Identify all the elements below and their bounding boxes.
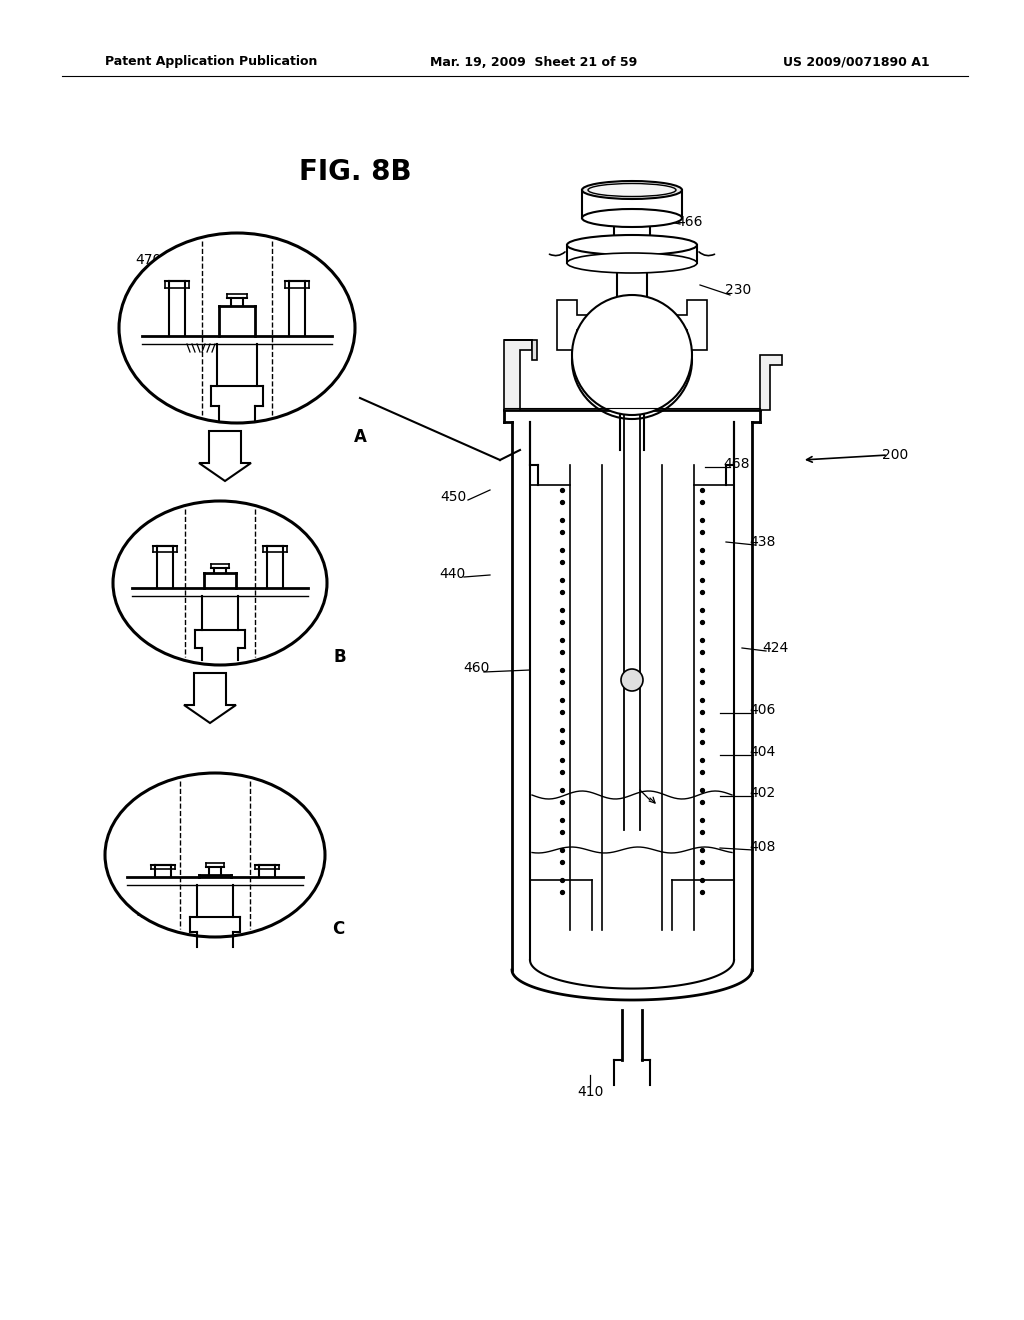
- Text: 438: 438: [750, 535, 776, 549]
- Polygon shape: [760, 355, 782, 411]
- Text: 462: 462: [172, 788, 198, 801]
- Text: 408: 408: [749, 840, 775, 854]
- Text: 464: 464: [214, 788, 240, 801]
- Ellipse shape: [105, 774, 325, 937]
- Polygon shape: [184, 673, 236, 723]
- Text: 450: 450: [440, 490, 466, 504]
- Text: 440: 440: [439, 568, 465, 581]
- Text: 466: 466: [677, 215, 703, 228]
- Polygon shape: [557, 300, 592, 350]
- Text: Mar. 19, 2009  Sheet 21 of 59: Mar. 19, 2009 Sheet 21 of 59: [430, 55, 637, 69]
- Text: H1: H1: [145, 300, 165, 313]
- Text: B: B: [334, 648, 346, 667]
- Text: Patent Application Publication: Patent Application Publication: [105, 55, 317, 69]
- Polygon shape: [199, 432, 251, 480]
- Text: 472: 472: [137, 908, 163, 921]
- Text: H2: H2: [135, 557, 155, 569]
- Ellipse shape: [621, 669, 643, 690]
- Text: 462: 462: [177, 516, 203, 529]
- Polygon shape: [672, 300, 707, 350]
- Text: 472: 472: [152, 634, 178, 647]
- Text: 468: 468: [724, 457, 751, 471]
- Ellipse shape: [588, 183, 676, 197]
- Ellipse shape: [582, 209, 682, 227]
- Text: 402: 402: [749, 785, 775, 800]
- Text: 464: 464: [221, 516, 247, 529]
- Ellipse shape: [572, 294, 692, 414]
- Text: 474: 474: [286, 381, 312, 395]
- Text: L1: L1: [313, 300, 331, 313]
- Ellipse shape: [113, 502, 327, 665]
- Text: 460: 460: [463, 661, 489, 675]
- Polygon shape: [504, 341, 537, 360]
- Text: 404: 404: [749, 744, 775, 759]
- Text: 424: 424: [762, 642, 788, 655]
- Text: 462: 462: [189, 252, 215, 264]
- Text: 410: 410: [577, 1085, 603, 1100]
- Text: 464: 464: [236, 252, 262, 264]
- Text: 472: 472: [162, 381, 188, 395]
- Ellipse shape: [119, 234, 355, 422]
- Text: C: C: [332, 920, 344, 939]
- Ellipse shape: [582, 181, 682, 199]
- Text: 474: 474: [262, 634, 288, 647]
- Ellipse shape: [572, 301, 692, 418]
- Ellipse shape: [567, 235, 697, 255]
- Text: FIG. 8B: FIG. 8B: [299, 158, 412, 186]
- Text: US 2009/0071890 A1: US 2009/0071890 A1: [783, 55, 930, 69]
- Text: 200: 200: [882, 447, 908, 462]
- Ellipse shape: [567, 253, 697, 273]
- Polygon shape: [504, 341, 532, 411]
- Text: 230: 230: [725, 282, 752, 297]
- Text: L2: L2: [287, 557, 303, 569]
- Text: 406: 406: [749, 704, 775, 717]
- Text: 474: 474: [260, 908, 286, 921]
- Text: A: A: [353, 428, 367, 446]
- Text: 470: 470: [135, 253, 161, 267]
